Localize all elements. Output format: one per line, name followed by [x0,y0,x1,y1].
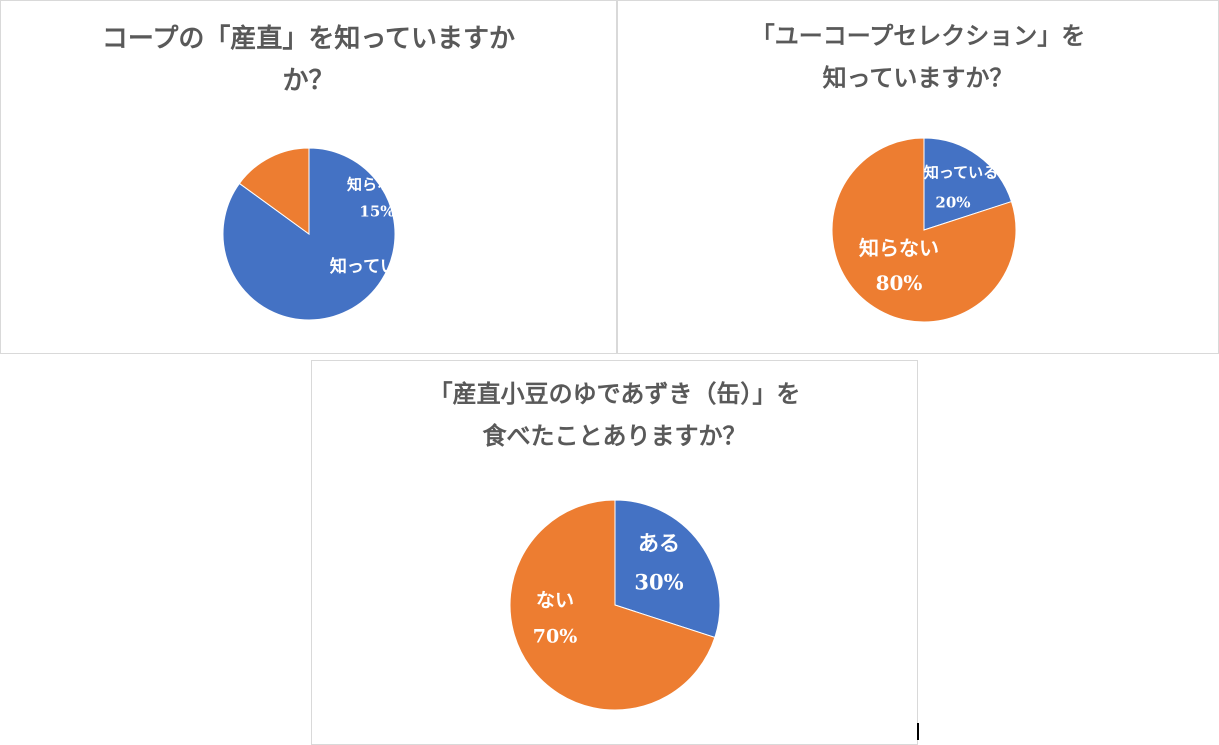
chart-title-line-2: 知っていますか？ [822,63,1014,92]
chart-panel-1: コープの「産直」を知っていますか か？ 知っている 85% 知らない 15% [0,0,617,354]
slice-label-1: ある [638,530,680,555]
pie-slice-2 [238,147,310,235]
chart-title: コープの「産直」を知っていますか か？ [1,18,616,102]
slice-label-2: 知らない [859,236,939,260]
slice-label-1: 知っている [924,163,998,181]
pie-chart-1: 知っている 85% 知らない 15% [222,147,423,321]
pie-slice-2 [509,499,716,711]
pie-chart-2: 知っている 20% 知らない 80% [831,137,1017,323]
slice-percent-2: 15% [359,202,394,220]
pie-slice-2 [831,137,1017,323]
chart-title-line-1: 「産直小豆のゆであずき（缶）」を [428,379,801,408]
slice-label-1: 知っている [329,256,414,277]
slice-percent-2: 70% [533,626,578,648]
slice-percent-1: 85% [383,289,423,309]
chart-title-line-1: コープの「産直」を知っていますか [101,24,516,54]
chart-title: 「ユーコープセレクション」を 知っていますか？ [618,15,1218,99]
slice-label-2: 知らない [347,175,407,193]
edge-mark [917,723,919,740]
slice-percent-2: 80% [876,271,923,295]
slice-percent-1: 30% [634,569,683,594]
chart-title-line-2: か？ [282,66,335,96]
slice-percent-1: 20% [935,193,970,211]
slice-label-2: ない [536,590,574,612]
chart-panel-3: 「産直小豆のゆであずき（缶）」を 食べたことありますか？ ある 30% ない 70% [311,360,918,745]
chart-title-line-2: 食べたことありますか？ [482,421,747,450]
chart-title-line-1: 「ユーコープセレクション」を [750,21,1086,50]
pie-chart-3: ある 30% ない 70% [509,499,721,711]
pie-slice-1 [923,137,1013,231]
chart-panel-2: 「ユーコープセレクション」を 知っていますか？ 知っている 20% 知らない 80% [617,0,1219,354]
pie-slice-1 [614,499,721,639]
chart-title: 「産直小豆のゆであずき（缶）」を 食べたことありますか？ [312,373,917,457]
